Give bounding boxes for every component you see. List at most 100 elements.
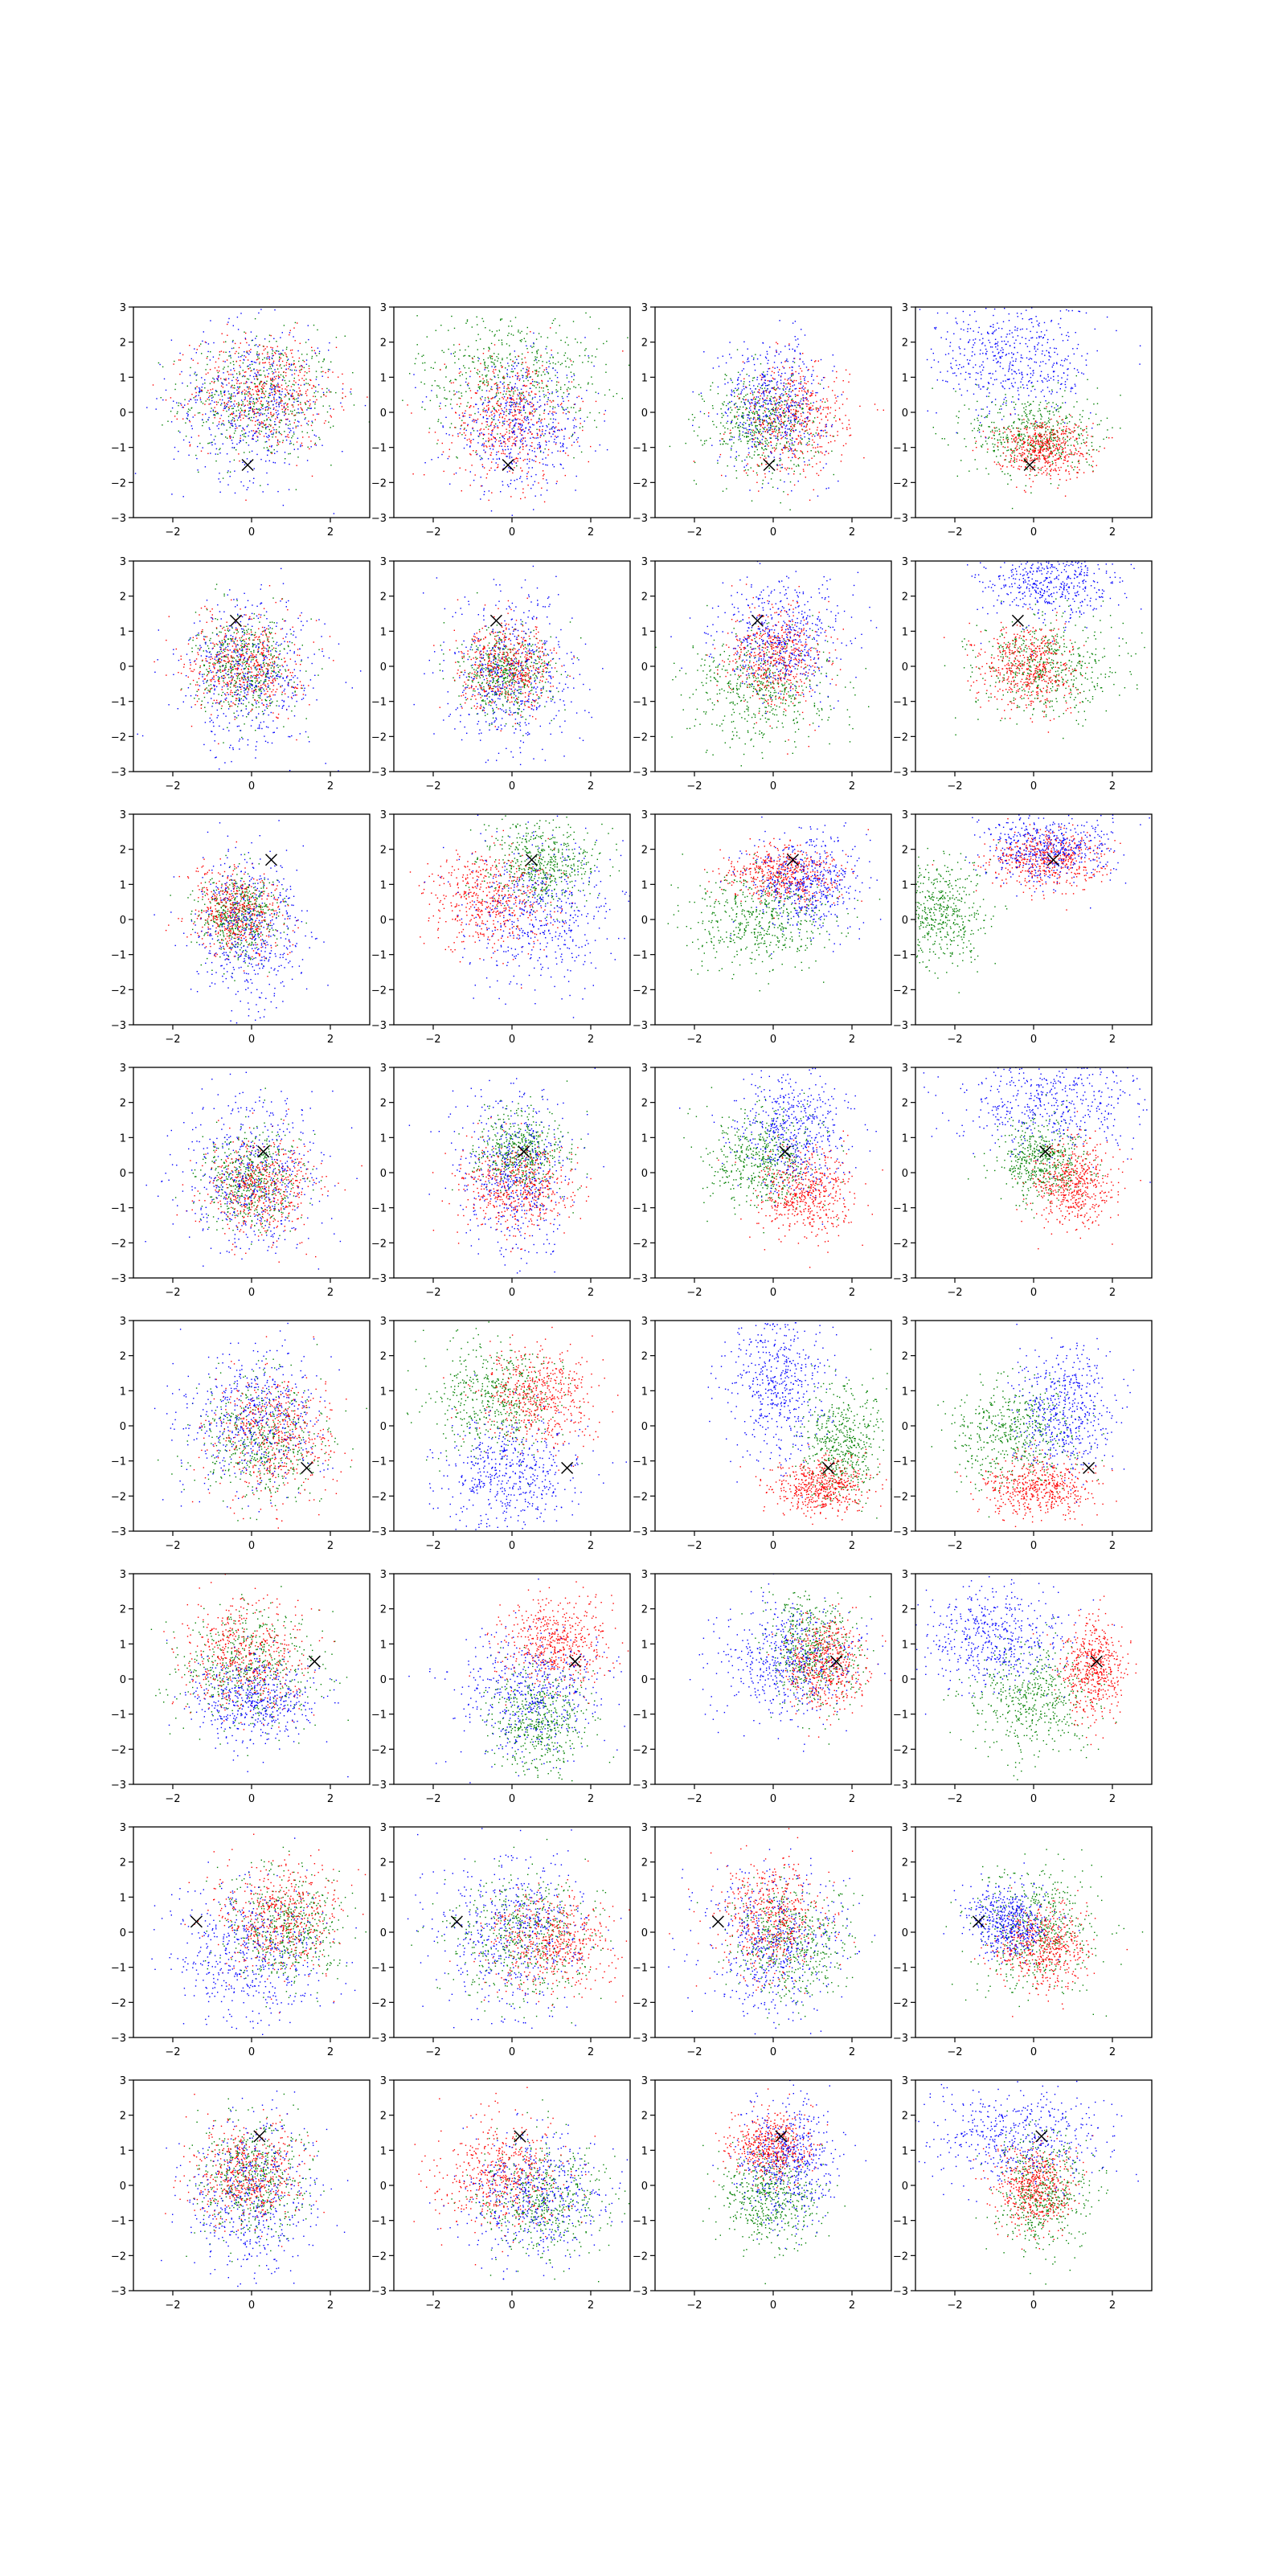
point-green: [479, 388, 480, 389]
point-green: [210, 351, 211, 352]
point-green: [249, 401, 250, 402]
point-blue: [769, 437, 770, 438]
point-red: [542, 429, 543, 430]
point-blue: [806, 417, 807, 418]
point-blue: [546, 369, 547, 370]
point-red: [291, 386, 292, 387]
point-green: [198, 472, 199, 473]
point-green: [218, 372, 219, 373]
point-red: [267, 376, 268, 377]
point-green: [496, 393, 497, 394]
point-blue: [237, 392, 238, 393]
point-blue: [510, 409, 511, 410]
point-green: [248, 413, 249, 414]
point-green: [511, 365, 512, 366]
point-green: [1030, 457, 1031, 458]
point-green: [475, 452, 476, 453]
point-blue: [253, 478, 254, 479]
point-blue: [534, 481, 535, 482]
point-red: [448, 456, 449, 457]
point-red: [281, 405, 282, 406]
point-green: [736, 477, 737, 478]
point-red: [476, 393, 477, 394]
point-green: [748, 440, 749, 441]
point-red: [806, 430, 807, 431]
point-green: [701, 395, 702, 396]
point-green: [1092, 436, 1093, 437]
point-green: [484, 363, 485, 364]
point-blue: [284, 415, 285, 416]
point-green: [799, 457, 800, 458]
point-blue: [593, 366, 594, 367]
point-blue: [264, 382, 265, 383]
point-red: [220, 378, 221, 379]
point-red: [491, 432, 492, 433]
point-blue: [505, 449, 506, 450]
point-blue: [751, 399, 752, 400]
point-blue: [752, 438, 753, 439]
point-blue: [762, 487, 763, 488]
point-blue: [466, 430, 467, 431]
point-green: [191, 407, 192, 408]
point-red: [483, 434, 484, 435]
point-blue: [794, 441, 795, 442]
point-blue: [259, 415, 260, 416]
point-green: [316, 355, 317, 356]
point-blue: [803, 386, 804, 387]
point-red: [830, 435, 831, 436]
point-green: [544, 374, 545, 375]
point-green: [225, 352, 226, 353]
point-red: [754, 397, 755, 398]
point-red: [244, 375, 245, 376]
point-blue: [800, 423, 801, 424]
point-green: [497, 360, 498, 361]
point-blue: [156, 408, 157, 409]
point-blue: [784, 400, 785, 401]
point-green: [993, 446, 994, 447]
point-green: [293, 360, 294, 361]
point-green: [486, 379, 487, 380]
point-green: [754, 451, 755, 452]
point-red: [256, 370, 257, 371]
point-blue: [777, 387, 778, 388]
point-green: [185, 423, 186, 424]
point-green: [560, 340, 561, 341]
point-green: [433, 368, 434, 369]
point-blue: [304, 384, 305, 385]
point-blue: [761, 393, 762, 394]
point-red: [499, 445, 500, 446]
point-green: [245, 436, 246, 437]
point-red: [811, 393, 812, 394]
point-red: [542, 365, 543, 366]
point-blue: [272, 388, 273, 389]
point-red: [495, 369, 496, 370]
point-red: [529, 458, 530, 459]
point-blue: [188, 455, 189, 456]
point-red: [492, 389, 493, 390]
point-green: [727, 465, 728, 466]
point-red: [270, 378, 271, 379]
point-blue: [286, 419, 287, 420]
point-red: [762, 423, 763, 424]
point-blue: [510, 483, 511, 484]
point-green: [816, 407, 817, 408]
point-red: [227, 371, 228, 372]
point-red: [559, 451, 560, 452]
point-blue: [762, 383, 763, 384]
point-blue: [784, 373, 785, 374]
point-blue: [504, 438, 505, 439]
point-green: [743, 422, 744, 423]
point-blue: [780, 408, 781, 409]
point-blue: [532, 460, 533, 461]
point-red: [324, 423, 325, 424]
point-green: [233, 361, 234, 362]
point-blue: [574, 417, 575, 418]
point-blue: [277, 491, 278, 492]
point-red: [546, 367, 547, 368]
point-red: [763, 424, 764, 425]
point-blue: [208, 343, 209, 344]
point-green: [802, 452, 803, 453]
point-blue: [581, 398, 582, 399]
point-blue: [245, 432, 246, 433]
point-red: [798, 442, 799, 443]
